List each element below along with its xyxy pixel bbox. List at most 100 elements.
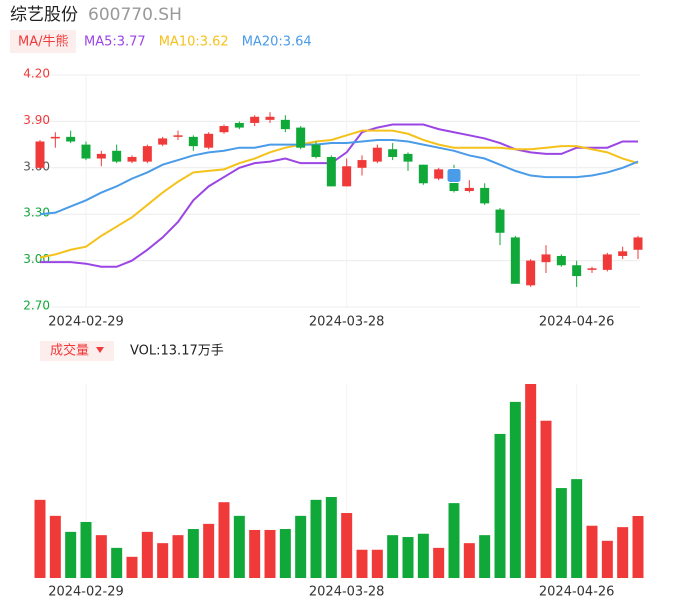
candle-body [556, 255, 566, 266]
candle-body [587, 268, 597, 270]
volume-bar [172, 535, 184, 578]
x-tick-label: 2024-03-28 [309, 315, 385, 330]
volume-bar [433, 547, 445, 578]
candle-body [50, 136, 60, 139]
candle-body [311, 144, 321, 157]
volume-bar [463, 543, 475, 578]
y-tick-label: 2.70 [23, 299, 50, 313]
candle-body [526, 260, 536, 286]
candle-body [127, 156, 137, 162]
candle-body [618, 251, 628, 256]
y-tick-label: 4.20 [23, 67, 50, 81]
volume-bar [540, 420, 552, 578]
volume-bar [95, 535, 107, 578]
volume-bar [341, 513, 353, 578]
candle-body [357, 160, 367, 168]
volume-bar [356, 549, 368, 578]
y-tick-label: 3.00 [23, 252, 50, 266]
stock-code: 600770.SH [88, 5, 182, 25]
candle-body [112, 150, 122, 162]
volume-bar [325, 497, 337, 578]
volume-bar [264, 529, 276, 578]
volume-bar [494, 433, 506, 578]
volume-bar [571, 479, 583, 578]
ma-line [39, 138, 639, 216]
ma-line [40, 123, 638, 268]
candle-body [204, 133, 214, 148]
volume-bar [49, 515, 61, 578]
volume-bar [402, 537, 414, 578]
volume-bar [203, 523, 215, 578]
candle-body [158, 138, 168, 145]
volume-bar [187, 529, 199, 578]
volume-bar [249, 529, 261, 578]
candle-body [342, 166, 352, 187]
candle-body [403, 153, 413, 162]
candle-body [388, 149, 398, 157]
candle-body [572, 265, 582, 277]
candle-body [280, 119, 290, 130]
volume-bar [586, 525, 598, 578]
dropdown-icon[interactable] [96, 347, 104, 353]
volume-bar [479, 535, 491, 578]
candle-body [602, 254, 612, 270]
candle-body [173, 135, 183, 137]
volume-bar [617, 527, 629, 578]
candle-body [234, 122, 244, 128]
volume-bar [34, 499, 46, 578]
stock-name: 综艺股份 [10, 5, 78, 25]
legend-badge[interactable] [10, 30, 76, 53]
candle-body [296, 127, 306, 148]
volume-bar [111, 547, 123, 578]
volume-bar [65, 531, 77, 578]
candle-body [142, 146, 152, 162]
volume-bar [141, 531, 153, 578]
volume-bar [218, 502, 230, 578]
volume-bar [555, 488, 567, 578]
volume-bar [601, 540, 613, 578]
x-tick-label: 2024-02-29 [48, 585, 124, 600]
candle-body [96, 153, 106, 159]
candle-body [35, 141, 45, 168]
volume-bar [632, 515, 644, 578]
volume-bar [525, 384, 537, 578]
x-tick-label: 2024-02-29 [48, 315, 124, 330]
candle-body [418, 164, 428, 184]
candle-body [326, 156, 336, 187]
volume-bar [387, 535, 399, 578]
candle-body [66, 136, 76, 142]
volume-bar [295, 515, 307, 578]
legend-entry: MA10:3.62 [159, 35, 229, 50]
volume-bar [279, 529, 291, 578]
candle-body [188, 136, 198, 147]
x-tick-label: 2024-03-28 [309, 585, 385, 600]
candle-body [265, 116, 275, 120]
candle-body [480, 187, 490, 204]
volume-bar [80, 521, 92, 578]
legend-label[interactable]: MA/牛熊 [18, 34, 69, 50]
legend-entry: MA20:3.64 [242, 35, 312, 50]
y-tick-label: 3.90 [23, 113, 50, 127]
volume-bar [126, 556, 138, 578]
volume-bar [417, 533, 429, 578]
candle-body [510, 237, 520, 284]
y-tick-label: 3.30 [23, 206, 50, 220]
volume-badge[interactable] [40, 341, 114, 361]
signal-icon [446, 167, 462, 183]
candle-body [81, 144, 91, 159]
candle-body [434, 169, 444, 179]
candle-body [219, 126, 229, 133]
candle-body [633, 237, 643, 250]
candle-body [495, 209, 505, 233]
candle-body [541, 254, 551, 263]
candle-body [372, 147, 382, 162]
volume-bar [157, 543, 169, 578]
ma-line [39, 129, 639, 259]
volume-bar [448, 503, 460, 578]
volume-title[interactable]: 成交量 [50, 343, 89, 359]
candle-body [464, 187, 474, 191]
x-tick-label: 2024-04-26 [539, 315, 615, 330]
volume-bar [509, 401, 521, 578]
